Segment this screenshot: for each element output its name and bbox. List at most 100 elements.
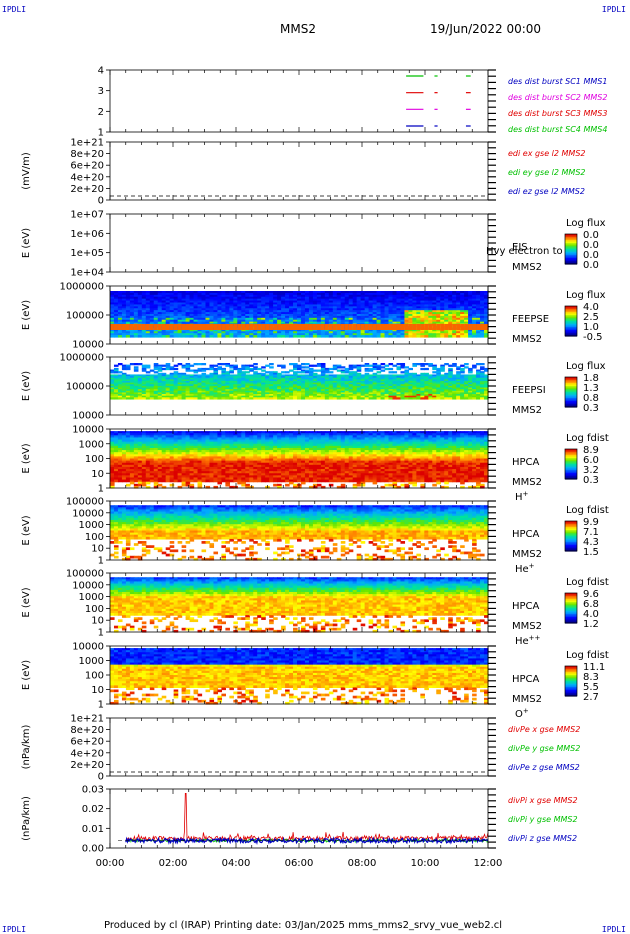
hpca_hepp-colorbar-cell <box>565 603 577 606</box>
eis-colorbar-cell <box>565 237 577 240</box>
hpca_he-instrument-label: HPCA <box>512 529 540 540</box>
hpca_h-colorbar-cell <box>565 461 577 464</box>
feepsi-spectrogram <box>110 363 489 400</box>
feepse-colorbar-cell <box>565 316 577 319</box>
hpca_he-colorbar-cell <box>565 533 577 536</box>
feepse-instrument-label: FEEPSE <box>512 314 549 325</box>
feepsi-colorbar-cell <box>565 383 577 386</box>
hpca_o-colorbar-cell <box>565 694 577 697</box>
feepsi-ytick-label: 10000 <box>72 411 104 422</box>
hpca_he-colorbar-tick: 7.1 <box>583 527 599 538</box>
divpi-legend-entry: divPi z gse MMS2 <box>508 834 577 843</box>
eis-colorbar-cell <box>565 258 577 261</box>
hpca_h-colorbar-cell <box>565 452 577 455</box>
hpca_hepp-ylabel: E (eV) <box>21 587 32 617</box>
divpe-ytick-label: 1e+21 <box>70 714 104 725</box>
corner-mark-bottom-right: IPDLI <box>601 925 626 934</box>
divpi-x-series <box>125 793 489 842</box>
hpca_h-colorbar-cell <box>565 455 577 458</box>
feepsi-colorbar-cell <box>565 386 577 389</box>
feepsi-colorbar-title: Log flux <box>566 361 606 372</box>
hpca_h-colorbar-cell <box>565 474 577 477</box>
burst-ytick-label: 3 <box>98 86 104 97</box>
eis-colorbar-tick: 0.0 <box>583 230 599 241</box>
hpca_hepp-colorbar-cell <box>565 611 577 614</box>
feepsi-colorbar-cell <box>565 395 577 398</box>
hpca_o-ytick-label: 1000 <box>79 656 104 667</box>
burst-ytick-label: 4 <box>98 66 104 77</box>
hpca_he-colorbar-cell <box>565 528 577 531</box>
feepsi-colorbar-cell <box>565 401 577 404</box>
hpca_hepp-colorbar-cell <box>565 609 577 612</box>
hpca_he-colorbar-cell <box>565 522 577 525</box>
hpca_hepp-colorbar-cell <box>565 593 577 596</box>
hpca_o-colorbar-cell <box>565 672 577 675</box>
edi-legend-entry: edi ex gse l2 MMS2 <box>508 149 586 158</box>
hpca_he-colorbar-cell <box>565 540 577 543</box>
time-axis-tick-label: 00:00 <box>96 858 125 869</box>
feepse-ytick-label: 1000000 <box>59 282 104 293</box>
hpca_hepp-colorbar-cell <box>565 608 577 611</box>
date-title: 19/Jun/2022 00:00 <box>430 22 542 36</box>
feepse-ytick-label: 10000 <box>72 340 104 351</box>
eis-spacecraft-label: MMS2 <box>512 262 542 273</box>
feepsi-colorbar-cell <box>565 387 577 390</box>
hpca_o-ytick-label: 10 <box>91 685 104 696</box>
hpca_h-colorbar-cell <box>565 464 577 467</box>
divpe-ytick-label: 8e+20 <box>70 725 104 736</box>
divpi-z-series <box>125 836 489 846</box>
hpca_h-colorbar-cell <box>565 462 577 465</box>
hpca_h-spectrogram <box>110 431 489 489</box>
burst-frame <box>109 69 489 133</box>
edi-ytick-label: 2e+20 <box>70 184 104 195</box>
divpe-ytick-label: 0 <box>98 772 104 783</box>
eis-colorbar-cell <box>565 240 577 243</box>
divpe-ytick-label: 4e+20 <box>70 748 104 759</box>
eis-colorbar-title: Log flux <box>566 218 606 229</box>
edi-ytick-label: 0 <box>98 196 104 207</box>
burst-legend-entry: des dist burst SC1 MMS1 <box>508 77 607 86</box>
eis-ytick-label: 1e+05 <box>70 248 104 259</box>
burst-legend-entry: des dist burst SC4 MMS4 <box>508 125 607 134</box>
hpca_h-colorbar-cell <box>565 470 577 473</box>
feepsi-ytick-label: 1000000 <box>59 353 104 364</box>
edi-ytick-label: 8e+20 <box>70 149 104 160</box>
eis-colorbar-tick: 0.0 <box>583 260 599 271</box>
divpi-ytick-label: 0.00 <box>82 844 104 855</box>
hpca_o-colorbar-cell <box>565 667 577 670</box>
hpca_h-colorbar-cell <box>565 456 577 459</box>
hpca_hepp-colorbar-cell <box>565 596 577 599</box>
hpca_h-colorbar-cell <box>565 468 577 471</box>
hpca_he-colorbar-cell <box>565 548 577 551</box>
hpca_o-colorbar-title: Log fdist <box>566 650 609 661</box>
feepse-colorbar-cell <box>565 319 577 322</box>
hpca_hepp-colorbar-cell <box>565 612 577 615</box>
eis-colorbar-cell <box>565 256 577 259</box>
hpca_he-colorbar-cell <box>565 536 577 539</box>
spacecraft-title: MMS2 <box>280 22 316 36</box>
hpca_he-colorbar-cell <box>565 525 577 528</box>
hpca_h-colorbar-tick: 0.3 <box>583 475 599 486</box>
hpca_hepp-ytick-label: 100000 <box>66 569 104 580</box>
feepse-colorbar-cell <box>565 333 577 336</box>
hpca_h-colorbar-cell <box>565 453 577 456</box>
hpca_he-ylabel: E (eV) <box>21 515 32 545</box>
hpca_o-colorbar-cell <box>565 691 577 694</box>
eis-colorbar-cell <box>565 250 577 253</box>
divpe-legend-entry: divPe x gse MMS2 <box>508 725 580 734</box>
eis-colorbar-tick: 0.0 <box>583 240 599 251</box>
feepsi-colorbar-tick: 0.3 <box>583 403 599 414</box>
hpca_hepp-colorbar-tick: 4.0 <box>583 609 599 620</box>
hpca_o-colorbar-cell <box>565 684 577 687</box>
hpca_hepp-colorbar-cell <box>565 605 577 608</box>
feepse-colorbar-cell <box>565 310 577 313</box>
eis-ylabel: E (eV) <box>21 228 32 258</box>
feepse-colorbar-tick: 2.5 <box>583 312 599 323</box>
hpca_o-instrument-label: HPCA <box>512 674 540 685</box>
hpca_o-colorbar-cell <box>565 681 577 684</box>
eis-instrument-label: EIS <box>512 242 528 253</box>
hpca_o-colorbar-cell <box>565 669 577 672</box>
hpca_h-colorbar-title: Log fdist <box>566 433 609 444</box>
feepsi-colorbar-cell <box>565 396 577 399</box>
feepsi-colorbar-cell <box>565 380 577 383</box>
